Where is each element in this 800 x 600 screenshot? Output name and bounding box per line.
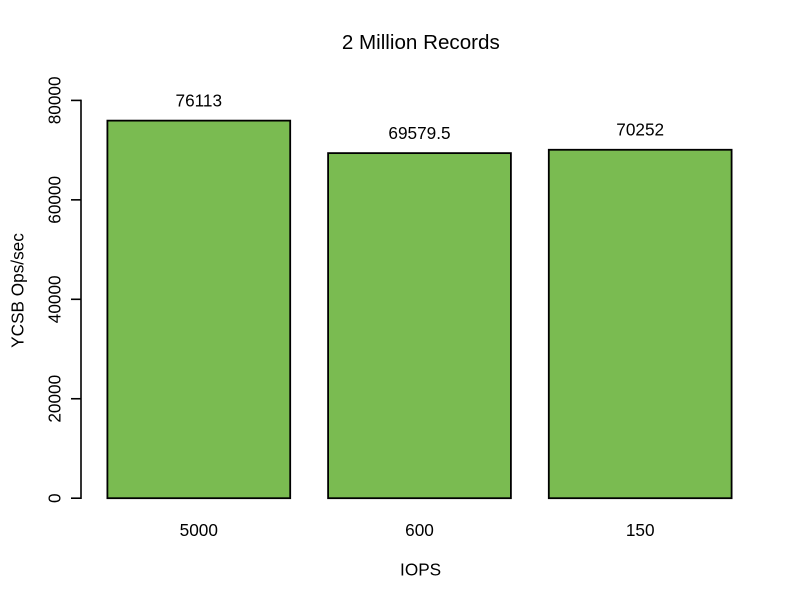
bar [106,119,292,500]
bar [327,152,512,500]
bar-value-label: 76113 [176,90,223,110]
x-axis-label: IOPS [400,560,441,580]
y-tick-label: 40000 [45,275,65,323]
bar-value-label: 70252 [616,119,664,139]
bar [547,148,733,500]
y-tick-label: 80000 [45,77,65,125]
y-tick-label: 20000 [45,375,65,423]
x-tick-label: 600 [405,520,434,540]
bar-value-label: 69579.5 [388,123,450,143]
chart-title: 2 Million Records [342,31,500,54]
y-tick-label: 0 [45,493,65,503]
x-tick-label: 150 [626,520,655,540]
x-tick-label: 5000 [180,520,218,540]
y-axis-label: YCSB Ops/sec [8,233,28,348]
y-tick-label: 60000 [45,176,65,224]
